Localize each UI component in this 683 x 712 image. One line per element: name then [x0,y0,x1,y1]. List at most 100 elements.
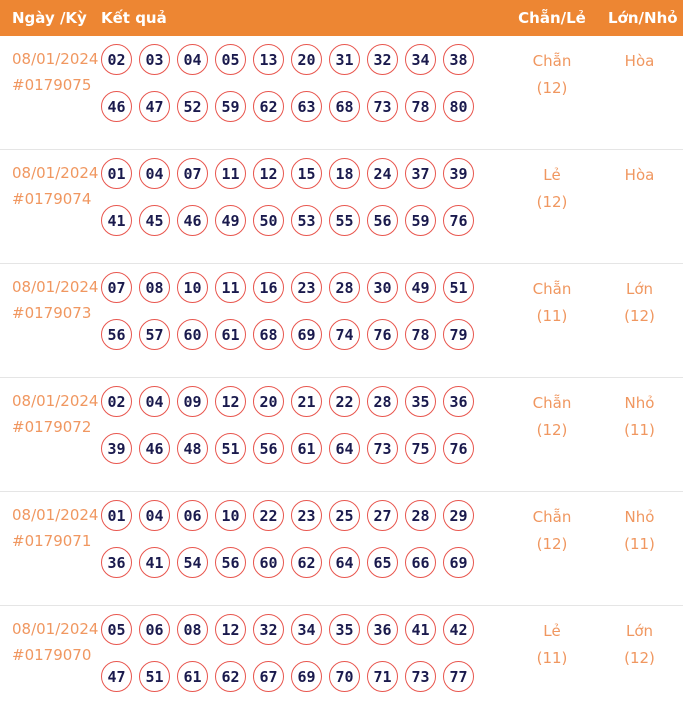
lottery-ball: 49 [405,272,436,303]
even-odd-count: (11) [536,649,568,667]
lottery-ball: 50 [253,205,284,236]
lottery-ball: 29 [443,500,474,531]
lottery-ball: 68 [253,319,284,350]
lottery-ball: 45 [139,205,170,236]
lottery-ball: 39 [101,433,132,464]
lottery-ball: 41 [101,205,132,236]
lottery-ball: 34 [405,44,436,75]
lottery-ball: 77 [443,661,474,692]
lottery-ball: 22 [253,500,284,531]
lottery-ball: 01 [101,500,132,531]
draw-period: #0179074 [12,190,92,208]
even-odd-label: Chẵn [532,52,572,70]
date-period-cell: 08/01/2024 #0179072 [0,378,101,491]
big-small-cell: Hòa [608,36,683,149]
big-small-label: Hòa [624,52,655,70]
big-small-count: (11) [624,535,655,553]
lottery-ball: 16 [253,272,284,303]
lottery-ball: 52 [177,91,208,122]
draw-period: #0179075 [12,76,92,94]
result-row: 08/01/2024 #0179075 02 03 04 05 13 20 31 32 34 38… [0,36,683,150]
even-odd-label: Chẵn [532,280,572,298]
big-small-cell: Nhỏ (11) [608,492,683,605]
big-small-count: (12) [624,649,655,667]
lottery-ball: 56 [253,433,284,464]
lottery-ball: 69 [291,319,322,350]
lottery-ball: 49 [215,205,246,236]
lottery-ball: 01 [101,158,132,189]
lottery-ball: 55 [329,205,360,236]
draw-period: #0179073 [12,304,92,322]
lottery-ball: 62 [215,661,246,692]
lottery-ball: 46 [139,433,170,464]
lottery-ball: 13 [253,44,284,75]
lottery-ball: 05 [215,44,246,75]
even-odd-count: (12) [536,79,568,97]
even-odd-label: Chẵn [532,394,572,412]
big-small-cell: Hòa [608,150,683,263]
lottery-ball: 21 [291,386,322,417]
lottery-ball: 73 [405,661,436,692]
draw-date: 08/01/2024 [12,506,99,524]
header-even-odd: Chẵn/Lẻ [518,9,586,27]
lottery-ball: 23 [291,272,322,303]
lottery-ball: 20 [253,386,284,417]
draw-date: 08/01/2024 [12,50,99,68]
lottery-ball: 08 [139,272,170,303]
lottery-ball: 34 [291,614,322,645]
lottery-ball: 74 [329,319,360,350]
lottery-ball: 51 [215,433,246,464]
lottery-ball: 46 [177,205,208,236]
lottery-ball: 03 [139,44,170,75]
big-small-label: Hòa [624,166,655,184]
result-row: 08/01/2024 #0179073 07 08 10 11 16 23 28 30 49 51… [0,264,683,378]
even-odd-cell: Lẻ (12) [496,150,608,263]
even-odd-cell: Lẻ (11) [496,606,608,712]
big-small-cell: Lớn (12) [608,606,683,712]
lottery-ball: 27 [367,500,398,531]
lottery-ball: 41 [139,547,170,578]
lottery-ball: 02 [101,44,132,75]
lottery-ball: 32 [367,44,398,75]
lottery-ball: 41 [405,614,436,645]
lottery-ball: 22 [329,386,360,417]
numbers-line-2: 56 57 60 61 68 69 74 76 78 79 [101,319,496,350]
lottery-ball: 06 [139,614,170,645]
big-small-label: Lớn [625,622,654,640]
big-small-label: Nhỏ [624,394,655,412]
result-row: 08/01/2024 #0179070 05 06 08 12 32 34 35 36 41 42… [0,606,683,712]
numbers-cell: 01 04 07 11 12 15 18 24 37 39 41 45 46 49 50 53 55 56 59 7… [101,150,496,263]
draw-date: 08/01/2024 [12,392,99,410]
date-period-cell: 08/01/2024 #0179073 [0,264,101,377]
lottery-ball: 56 [101,319,132,350]
lottery-ball: 28 [329,272,360,303]
numbers-line-1: 05 06 08 12 32 34 35 36 41 42 [101,614,496,645]
lottery-ball: 76 [443,205,474,236]
numbers-line-1: 02 03 04 05 13 20 31 32 34 38 [101,44,496,75]
header-result: Kết quả [101,9,167,27]
date-period-cell: 08/01/2024 #0179071 [0,492,101,605]
numbers-cell: 01 04 06 10 22 23 25 27 28 29 36 41 54 56 60 62 64 65 66 6… [101,492,496,605]
lottery-ball: 60 [177,319,208,350]
lottery-ball: 28 [405,500,436,531]
lottery-ball: 30 [367,272,398,303]
lottery-ball: 63 [291,91,322,122]
lottery-ball: 36 [367,614,398,645]
lottery-ball: 08 [177,614,208,645]
lottery-ball: 61 [215,319,246,350]
lottery-ball: 38 [443,44,474,75]
header-big-small: Lớn/Nhỏ [608,9,678,27]
even-odd-label: Lẻ [543,622,561,640]
lottery-ball: 24 [367,158,398,189]
lottery-ball: 04 [139,158,170,189]
draw-date: 08/01/2024 [12,278,99,296]
lottery-ball: 10 [177,272,208,303]
lottery-ball: 47 [101,661,132,692]
even-odd-label: Chẵn [532,508,572,526]
lottery-ball: 32 [253,614,284,645]
lottery-ball: 12 [215,386,246,417]
lottery-ball: 51 [139,661,170,692]
lottery-ball: 68 [329,91,360,122]
lottery-ball: 56 [215,547,246,578]
lottery-ball: 02 [101,386,132,417]
